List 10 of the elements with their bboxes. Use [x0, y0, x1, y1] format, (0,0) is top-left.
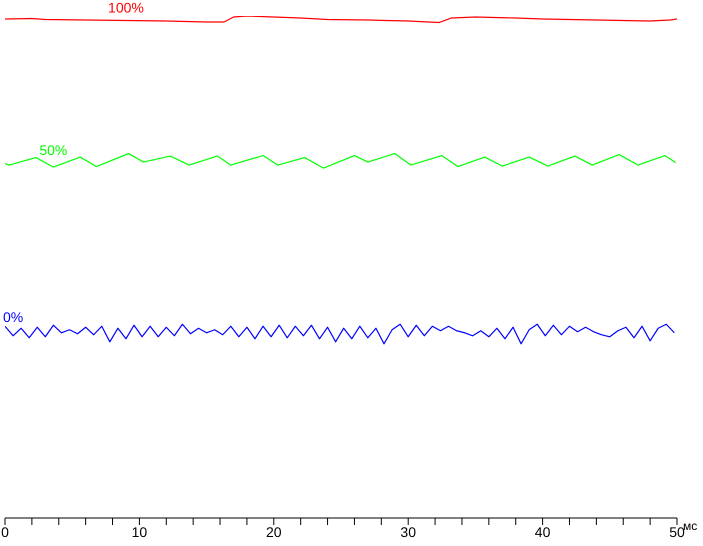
x-tick-label: 20 [266, 524, 282, 540]
series-label: 50% [39, 142, 68, 158]
x-tick-label: 30 [400, 524, 416, 540]
x-tick-label: 40 [534, 524, 551, 540]
series-label: 100% [108, 0, 144, 16]
x-tick-label: 50 [669, 524, 685, 540]
x-tick-label: 0 [1, 524, 10, 540]
series-label: 0% [2, 308, 24, 325]
x-axis-title: мс [683, 519, 698, 533]
x-tick-label: 10 [132, 524, 148, 540]
